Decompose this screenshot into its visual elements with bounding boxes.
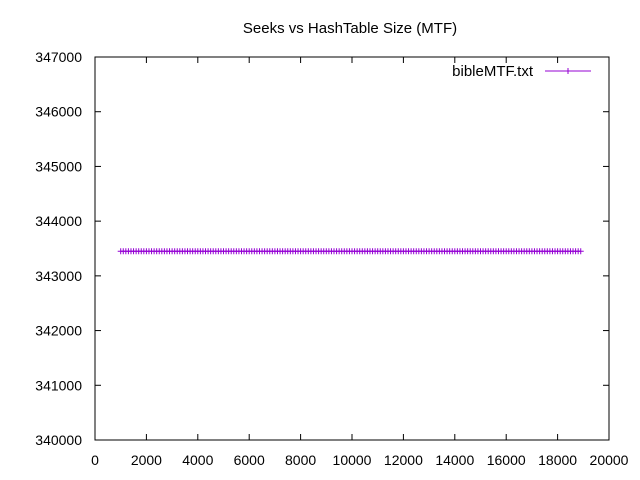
y-tick-label: 341000	[35, 377, 82, 393]
y-axis: 340000 341000 342000 343000 344000 345000 3460…	[35, 49, 609, 448]
legend: bibleMTF.txt	[452, 63, 591, 80]
x-tick-label: 8000	[285, 452, 316, 468]
x-tick-label: 14000	[435, 452, 474, 468]
y-tick-label: 345000	[35, 158, 82, 174]
x-tick-label: 6000	[234, 452, 265, 468]
y-tick-label: 347000	[35, 49, 82, 65]
x-tick-label: 4000	[182, 452, 213, 468]
x-axis: 0 2000 4000 6000 8000 10000 12000 14000 16000 180…	[91, 57, 629, 468]
x-tick-label: 18000	[538, 452, 577, 468]
y-tick-label: 342000	[35, 323, 82, 339]
x-tick-label: 20000	[590, 452, 629, 468]
x-tick-label: 12000	[384, 452, 423, 468]
y-tick-label: 340000	[35, 432, 82, 448]
x-tick-label: 0	[91, 452, 99, 468]
x-tick-label: 16000	[487, 452, 526, 468]
x-tick-label: 2000	[131, 452, 162, 468]
data-point	[577, 248, 584, 255]
chart-title: Seeks vs HashTable Size (MTF)	[243, 20, 457, 37]
x-tick-label: 10000	[333, 452, 372, 468]
series-bibleMTF	[117, 248, 584, 255]
y-tick-label: 344000	[35, 213, 82, 229]
legend-label: bibleMTF.txt	[452, 63, 534, 80]
y-tick-label: 343000	[35, 268, 82, 284]
y-tick-label: 346000	[35, 104, 82, 120]
